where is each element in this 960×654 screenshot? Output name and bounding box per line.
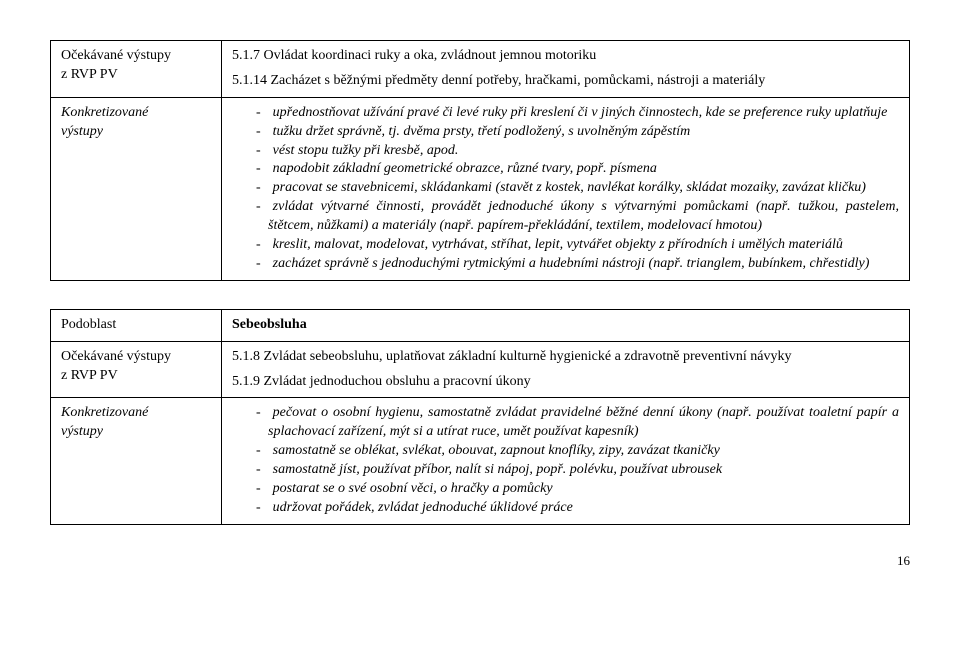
- outcome-5114: 5.1.14 Zacházet s běžnými předměty denní…: [232, 72, 899, 91]
- text: kreslit, malovat, modelovat, vytrhávat, …: [273, 237, 843, 252]
- list-item: vést stopu tužky při kresbě, apod.: [238, 142, 899, 161]
- outcome-518: 5.1.8 Zvládat sebeobsluhu, uplatňovat zá…: [232, 348, 899, 367]
- t1-expected-outcomes: 5.1.7 Ovládat koordinaci ruky a oka, zvl…: [222, 41, 910, 98]
- text: tužku držet správně, tj. dvěma prsty, tř…: [273, 124, 691, 139]
- text: Podoblast: [61, 317, 116, 332]
- text: pracovat se stavebnicemi, skládankami (s…: [273, 180, 866, 195]
- t1-expected-label: Očekávané výstupy z RVP PV: [51, 41, 222, 98]
- text: postarat se o své osobní věci, o hračky …: [273, 481, 553, 496]
- outcome-517: 5.1.7 Ovládat koordinaci ruky a oka, zvl…: [232, 47, 899, 66]
- t2-konk-items: pečovat o osobní hygienu, samostatně zvl…: [222, 398, 910, 524]
- text: vést stopu tužky při kresbě, apod.: [273, 143, 459, 158]
- t2-podoblast-label: Podoblast: [51, 309, 222, 341]
- list-item: samostatně jíst, používat příbor, nalít …: [238, 461, 899, 480]
- text: Konkretizované výstupy: [61, 405, 148, 439]
- text: upřednostňovat užívání pravé či levé ruk…: [273, 105, 888, 120]
- text: zvládat výtvarné činnosti, provádět jedn…: [268, 199, 899, 233]
- text: Očekávané výstupy z RVP PV: [61, 349, 171, 383]
- t1-konk-items: upřednostňovat užívání pravé či levé ruk…: [222, 97, 910, 280]
- outcome-519: 5.1.9 Zvládat jednoduchou obsluhu a prac…: [232, 373, 899, 392]
- table-1: Očekávané výstupy z RVP PV 5.1.7 Ovládat…: [50, 40, 910, 281]
- text: zacházet správně s jednoduchými rytmický…: [273, 256, 870, 271]
- t2-expected-label: Očekávané výstupy z RVP PV: [51, 341, 222, 398]
- list-item: zacházet správně s jednoduchými rytmický…: [238, 255, 899, 274]
- t2-konk-label: Konkretizované výstupy: [51, 398, 222, 524]
- list-item: tužku držet správně, tj. dvěma prsty, tř…: [238, 123, 899, 142]
- t2-item-list: pečovat o osobní hygienu, samostatně zvl…: [238, 404, 899, 517]
- list-item: samostatně se oblékat, svlékat, obouvat,…: [238, 442, 899, 461]
- list-item: kreslit, malovat, modelovat, vytrhávat, …: [238, 236, 899, 255]
- list-item: postarat se o své osobní věci, o hračky …: [238, 480, 899, 499]
- t2-expected-outcomes: 5.1.8 Zvládat sebeobsluhu, uplatňovat zá…: [222, 341, 910, 398]
- text: pečovat o osobní hygienu, samostatně zvl…: [268, 405, 899, 439]
- list-item: pečovat o osobní hygienu, samostatně zvl…: [238, 404, 899, 442]
- text: samostatně se oblékat, svlékat, obouvat,…: [273, 443, 720, 458]
- list-item: udržovat pořádek, zvládat jednoduché úkl…: [238, 499, 899, 518]
- page-number: 16: [50, 553, 910, 569]
- list-item: pracovat se stavebnicemi, skládankami (s…: [238, 179, 899, 198]
- t1-konk-label: Konkretizované výstupy: [51, 97, 222, 280]
- t1-item-list: upřednostňovat užívání pravé či levé ruk…: [238, 104, 899, 274]
- text: Konkretizované výstupy: [61, 105, 148, 139]
- list-item: upřednostňovat užívání pravé či levé ruk…: [238, 104, 899, 123]
- text: udržovat pořádek, zvládat jednoduché úkl…: [273, 500, 573, 515]
- t2-podoblast-value: Sebeobsluha: [222, 309, 910, 341]
- table-2: Podoblast Sebeobsluha Očekávané výstupy …: [50, 309, 910, 525]
- text: Sebeobsluha: [232, 317, 307, 332]
- text: napodobit základní geometrické obrazce, …: [273, 161, 657, 176]
- list-item: napodobit základní geometrické obrazce, …: [238, 160, 899, 179]
- text: samostatně jíst, používat příbor, nalít …: [273, 462, 722, 477]
- text: Očekávané výstupy z RVP PV: [61, 48, 171, 82]
- list-item: zvládat výtvarné činnosti, provádět jedn…: [238, 198, 899, 236]
